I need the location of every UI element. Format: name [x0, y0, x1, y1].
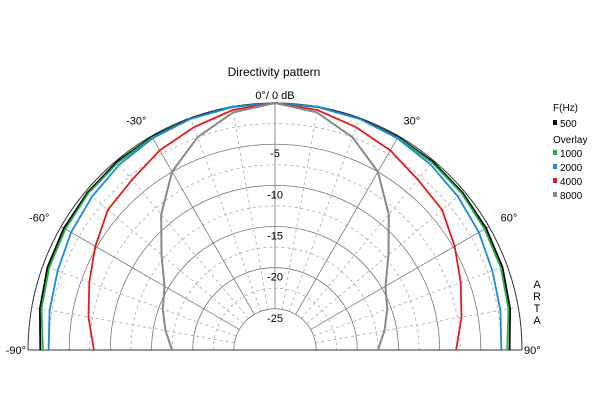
directivity-curves — [39, 102, 511, 351]
grid-arc — [233, 308, 317, 351]
grid-radial — [306, 190, 465, 324]
grid-radial — [313, 265, 508, 337]
angle-tick-label: -60° — [29, 212, 49, 224]
legend-swatch — [553, 164, 557, 169]
radial-tick-label: -10 — [267, 189, 283, 201]
grid-radial — [31, 306, 235, 344]
angle-tick-label: 30° — [404, 115, 421, 127]
legend-swatch — [553, 192, 557, 197]
watermark-letter: A — [533, 315, 541, 327]
curve-8000 — [160, 102, 390, 351]
grid-radial — [301, 160, 435, 319]
legend-swatch — [553, 150, 557, 155]
grid-radial — [295, 135, 399, 315]
legend-overlay-title: Overlay — [553, 135, 587, 146]
legend-entry: 1000 — [560, 149, 583, 160]
radial-tick-label: -5 — [270, 148, 280, 160]
legend-swatch — [553, 178, 557, 183]
grid-radial — [288, 117, 360, 312]
angle-tick-label: -90° — [6, 345, 26, 357]
grid-radial — [85, 190, 244, 324]
legend: F(Hz) 500 Overlay 1000 2000 4000 8000 — [553, 103, 587, 202]
radial-tick-label: -15 — [267, 231, 283, 243]
grid-radial — [281, 106, 319, 310]
legend-entry: 500 — [560, 119, 577, 130]
angle-tick-label: -30° — [126, 115, 146, 127]
chart-title: Directivity pattern — [228, 65, 321, 79]
grid-radial — [315, 306, 519, 344]
grid-radial — [42, 265, 237, 337]
polar-grid — [27, 102, 523, 351]
grid-radial — [115, 160, 249, 319]
grid-radial — [231, 106, 269, 310]
watermark-letter: T — [534, 303, 541, 315]
axis-labels: 0°/ 0 dB -5 -10 -15 -20 -25 -90° -60° -30° 30° 60°… — [6, 90, 541, 357]
grid-radial — [190, 117, 262, 312]
grid-arc — [171, 246, 379, 351]
radial-tick-label: -25 — [267, 313, 283, 325]
legend-entry: 2000 — [560, 163, 583, 174]
watermark-letter: A — [533, 279, 541, 291]
angle-tick-label: 60° — [501, 212, 518, 224]
grid-radial — [60, 226, 240, 330]
legend-entry: 4000 — [560, 177, 583, 188]
grid-radial — [310, 226, 490, 330]
legend-swatch — [553, 120, 557, 125]
radial-tick-label: -20 — [267, 272, 283, 284]
legend-title: F(Hz) — [553, 103, 578, 114]
angle-tick-label: 90° — [524, 345, 541, 357]
grid-arc — [130, 205, 420, 351]
grid-radial — [151, 135, 255, 315]
watermark-letter: R — [533, 291, 541, 303]
radial-tick-label: 0°/ 0 dB — [255, 90, 294, 102]
legend-entry: 8000 — [560, 191, 583, 202]
